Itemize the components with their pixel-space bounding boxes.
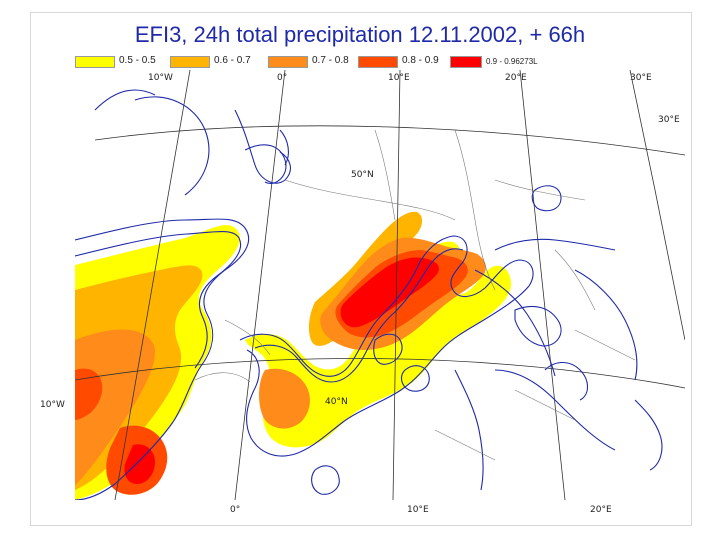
label-lon-top-30e: 30°E <box>630 73 652 83</box>
legend-swatch-5 <box>450 56 482 68</box>
label-lon-top-10w: 10°W <box>148 73 173 83</box>
legend-swatch-1 <box>75 56 115 68</box>
label-lat-50n: 50°N <box>351 170 374 180</box>
graticule <box>75 70 685 500</box>
precipitation-map: 10°W 0° 10°E 20°E 30°E 30°E 50°N 40°N 0°… <box>75 70 685 500</box>
label-lat-40n: 40°N <box>325 397 348 407</box>
efi-shading-west <box>75 225 240 500</box>
label-lon-right-30e: 30°E <box>658 115 680 125</box>
legend-label-3: 0.7 - 0.8 <box>312 55 349 66</box>
legend-label-4: 0.8 - 0.9 <box>402 55 439 66</box>
legend-label-5: 0.9 - 0.96273L <box>486 57 538 66</box>
label-lon-bottom-20e-outer: 20°E <box>590 505 612 515</box>
legend-swatch-2 <box>170 56 210 68</box>
legend-swatch-3 <box>268 56 308 68</box>
label-lon-top-0: 0° <box>277 73 287 83</box>
geo-labels: 10°W 0° 10°E 20°E 30°E 30°E 50°N 40°N 0°… <box>148 73 680 407</box>
label-lon-left-10w: 10°W <box>40 400 65 410</box>
label-lon-bottom-0-outer: 0° <box>230 505 241 515</box>
legend-label-2: 0.6 - 0.7 <box>214 55 251 66</box>
country-borders <box>194 129 636 461</box>
label-lon-bottom-10e-outer: 10°E <box>407 505 429 515</box>
coastlines <box>75 89 663 500</box>
legend-swatch-4 <box>358 56 398 68</box>
label-lon-top-10e: 10°E <box>388 73 410 83</box>
legend-label-1: 0.5 - 0.5 <box>119 55 156 66</box>
label-lon-top-20e: 20°E <box>505 73 527 83</box>
map-title: EFI3, 24h total precipitation 12.11.2002… <box>134 22 586 47</box>
